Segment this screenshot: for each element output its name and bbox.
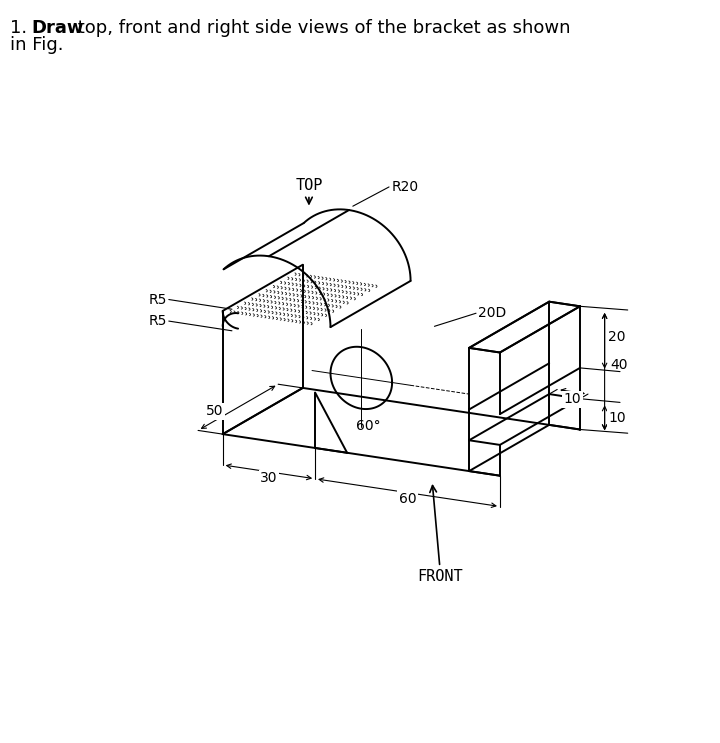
Text: 30: 30: [260, 471, 278, 485]
Text: R5: R5: [149, 314, 167, 328]
Text: 10: 10: [608, 411, 626, 425]
Text: Draw: Draw: [32, 19, 84, 37]
Text: 50: 50: [206, 404, 224, 418]
Text: R20: R20: [392, 180, 418, 194]
Text: FRONT: FRONT: [417, 569, 463, 585]
Text: 10: 10: [564, 392, 582, 406]
Text: TOP: TOP: [295, 178, 323, 193]
Text: 60: 60: [399, 492, 416, 506]
Text: 20D: 20D: [478, 306, 507, 320]
Text: top, front and right side views of the bracket as shown: top, front and right side views of the b…: [72, 19, 570, 37]
Text: in Fig.: in Fig.: [10, 36, 63, 54]
Text: R5: R5: [149, 293, 167, 307]
Text: 20: 20: [608, 330, 626, 344]
Text: 40: 40: [611, 358, 629, 372]
Text: 1.: 1.: [10, 19, 33, 37]
Text: 60°: 60°: [356, 420, 381, 433]
